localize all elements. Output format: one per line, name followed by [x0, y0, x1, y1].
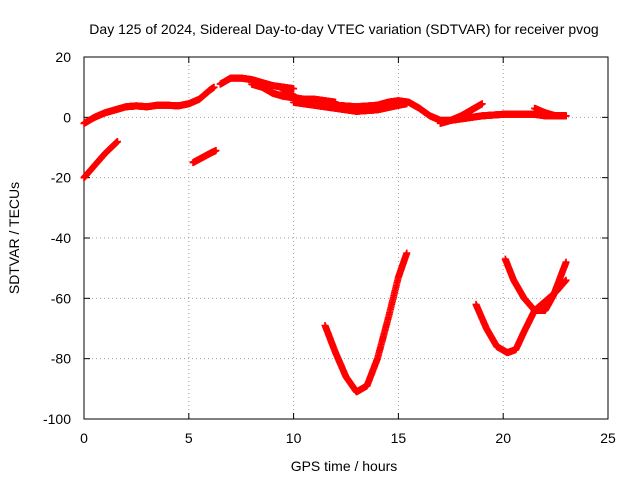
x-tick-label: 25 [600, 430, 616, 446]
data-point [562, 258, 570, 266]
data-point [212, 147, 220, 154]
series-track-1 [80, 83, 218, 127]
y-tick-label: -80 [51, 351, 71, 367]
x-tick-label: 10 [286, 430, 302, 446]
series-track-3 [189, 147, 220, 167]
x-tick-label: 0 [80, 430, 88, 446]
series-track-9 [531, 104, 570, 120]
y-tick-label: -20 [51, 170, 71, 186]
data-point [562, 112, 570, 120]
data-points [80, 74, 570, 396]
data-point [210, 83, 218, 91]
x-tick-label: 20 [495, 430, 511, 446]
series-track-7 [436, 100, 486, 127]
series-track-8 [290, 98, 411, 115]
series-track-12 [501, 255, 570, 314]
x-tick-label: 5 [185, 430, 193, 446]
y-axis-label: SDTVAR / TECUs [6, 182, 22, 294]
x-tick-label: 15 [391, 430, 407, 446]
y-tick-label: 0 [63, 109, 71, 125]
y-tick-label: 20 [55, 49, 71, 65]
data-point [403, 249, 411, 257]
axis-ticks: 0 5 10 15 20 25 20 0 -20 -40 -60 -80 -100 [43, 49, 616, 446]
data-point [562, 276, 570, 284]
x-axis-label: GPS time / hours [291, 458, 398, 474]
y-tick-label: -100 [43, 411, 71, 427]
data-point [478, 100, 486, 108]
data-point [290, 85, 298, 93]
y-tick-label: -60 [51, 290, 71, 306]
y-tick-label: -40 [51, 230, 71, 246]
chart-title: Day 125 of 2024, Sidereal Day-to-day VTE… [89, 21, 598, 37]
data-point [403, 100, 411, 108]
series-track-10 [321, 249, 411, 396]
data-point [114, 138, 121, 145]
series-track-2 [80, 138, 121, 182]
